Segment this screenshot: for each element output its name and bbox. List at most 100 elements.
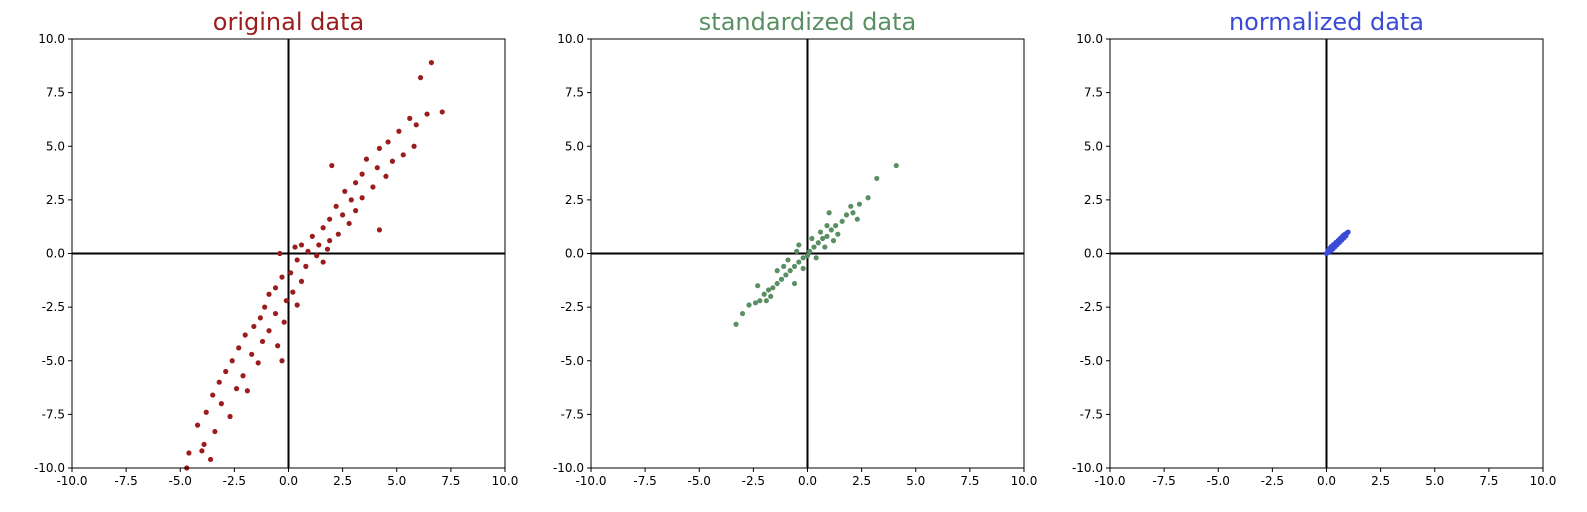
data-point — [774, 268, 780, 274]
data-point — [752, 300, 759, 306]
y-tick-label: 5.0 — [1084, 139, 1103, 153]
data-point — [346, 220, 352, 227]
data-point — [778, 276, 785, 282]
data-point — [824, 223, 830, 229]
y-tick-label: 10.0 — [1076, 32, 1103, 46]
data-point — [376, 227, 383, 233]
data-point — [207, 456, 214, 463]
y-tick-label: 7.5 — [565, 86, 584, 100]
data-point — [320, 259, 326, 265]
data-point — [383, 173, 389, 179]
data-point — [755, 283, 761, 289]
data-point — [251, 323, 257, 330]
data-point — [223, 368, 229, 375]
data-point — [359, 171, 365, 177]
data-point — [783, 272, 789, 278]
data-point — [255, 360, 261, 366]
data-point — [320, 225, 326, 231]
y-tick-label: -10.0 — [553, 461, 584, 475]
data-point — [288, 270, 294, 276]
y-tick-label: 2.5 — [46, 193, 65, 207]
x-tick-label: 0.0 — [1317, 474, 1336, 488]
data-point — [807, 248, 813, 254]
data-point — [794, 248, 800, 254]
data-points — [733, 162, 899, 327]
y-tick-label: 7.5 — [1084, 86, 1103, 100]
data-point — [765, 287, 772, 293]
x-tick-label: -7.5 — [114, 474, 137, 488]
data-point — [733, 321, 739, 327]
data-point — [796, 242, 802, 248]
y-tick-label: -2.5 — [561, 300, 584, 314]
data-point — [266, 291, 272, 297]
data-point — [854, 216, 860, 222]
data-point — [804, 253, 811, 259]
x-tick-label: 7.5 — [1479, 474, 1498, 488]
y-tick-label: -2.5 — [1080, 300, 1103, 314]
data-point — [809, 235, 815, 242]
data-point — [340, 212, 346, 218]
chart-title: original data — [213, 8, 364, 36]
data-point — [329, 162, 335, 169]
data-point — [309, 233, 315, 239]
y-tick-label: 10.0 — [557, 32, 584, 46]
data-point — [240, 373, 246, 379]
data-point — [893, 162, 899, 169]
data-point — [279, 358, 285, 364]
data-point — [359, 195, 365, 201]
data-point — [194, 422, 201, 428]
chart-title: normalized data — [1229, 8, 1424, 36]
x-tick-label: -2.5 — [1261, 474, 1284, 488]
y-tick-label: -5.0 — [42, 354, 65, 368]
y-tick-label: -2.5 — [42, 300, 65, 314]
x-tick-label: -10.0 — [575, 474, 606, 488]
data-point — [266, 328, 272, 334]
data-point — [305, 248, 311, 254]
data-point — [275, 343, 281, 349]
x-tick-label: 10.0 — [1011, 474, 1038, 488]
data-point — [824, 233, 830, 239]
data-point — [791, 263, 798, 269]
x-tick-label: -2.5 — [223, 474, 246, 488]
data-point — [865, 195, 871, 201]
y-tick-label: 0.0 — [46, 247, 65, 261]
data-point — [303, 263, 309, 269]
data-point — [781, 263, 787, 269]
x-tick-label: 2.5 — [1371, 474, 1390, 488]
data-point — [796, 259, 802, 265]
x-tick-label: -2.5 — [742, 474, 765, 488]
data-point — [833, 223, 839, 229]
data-point — [800, 265, 806, 272]
y-tick-label: -7.5 — [561, 407, 584, 421]
data-point — [324, 246, 331, 252]
data-point — [820, 235, 826, 242]
y-tick-label: 0.0 — [1084, 247, 1103, 261]
data-point — [770, 285, 776, 291]
data-point — [335, 231, 341, 237]
data-point — [785, 257, 791, 263]
data-point — [874, 175, 880, 182]
data-point — [244, 388, 250, 394]
data-point — [316, 242, 322, 248]
data-point — [199, 448, 205, 454]
chart-title: standardized data — [699, 8, 916, 36]
data-point — [746, 302, 752, 308]
data-point — [839, 218, 845, 224]
data-point — [791, 280, 798, 287]
data-point — [201, 441, 207, 448]
data-point — [417, 75, 424, 81]
y-tick-label: 5.0 — [565, 139, 584, 153]
data-point — [826, 210, 832, 216]
data-point — [407, 115, 413, 121]
y-tick-label: -10.0 — [34, 461, 65, 475]
data-point — [374, 165, 380, 171]
y-tick-label: -7.5 — [42, 407, 65, 421]
y-tick-label: -5.0 — [561, 354, 584, 368]
data-point — [314, 253, 320, 259]
data-point — [186, 450, 192, 456]
data-point — [385, 139, 391, 145]
data-point — [242, 332, 248, 338]
data-points — [184, 59, 445, 471]
data-point — [218, 401, 224, 407]
